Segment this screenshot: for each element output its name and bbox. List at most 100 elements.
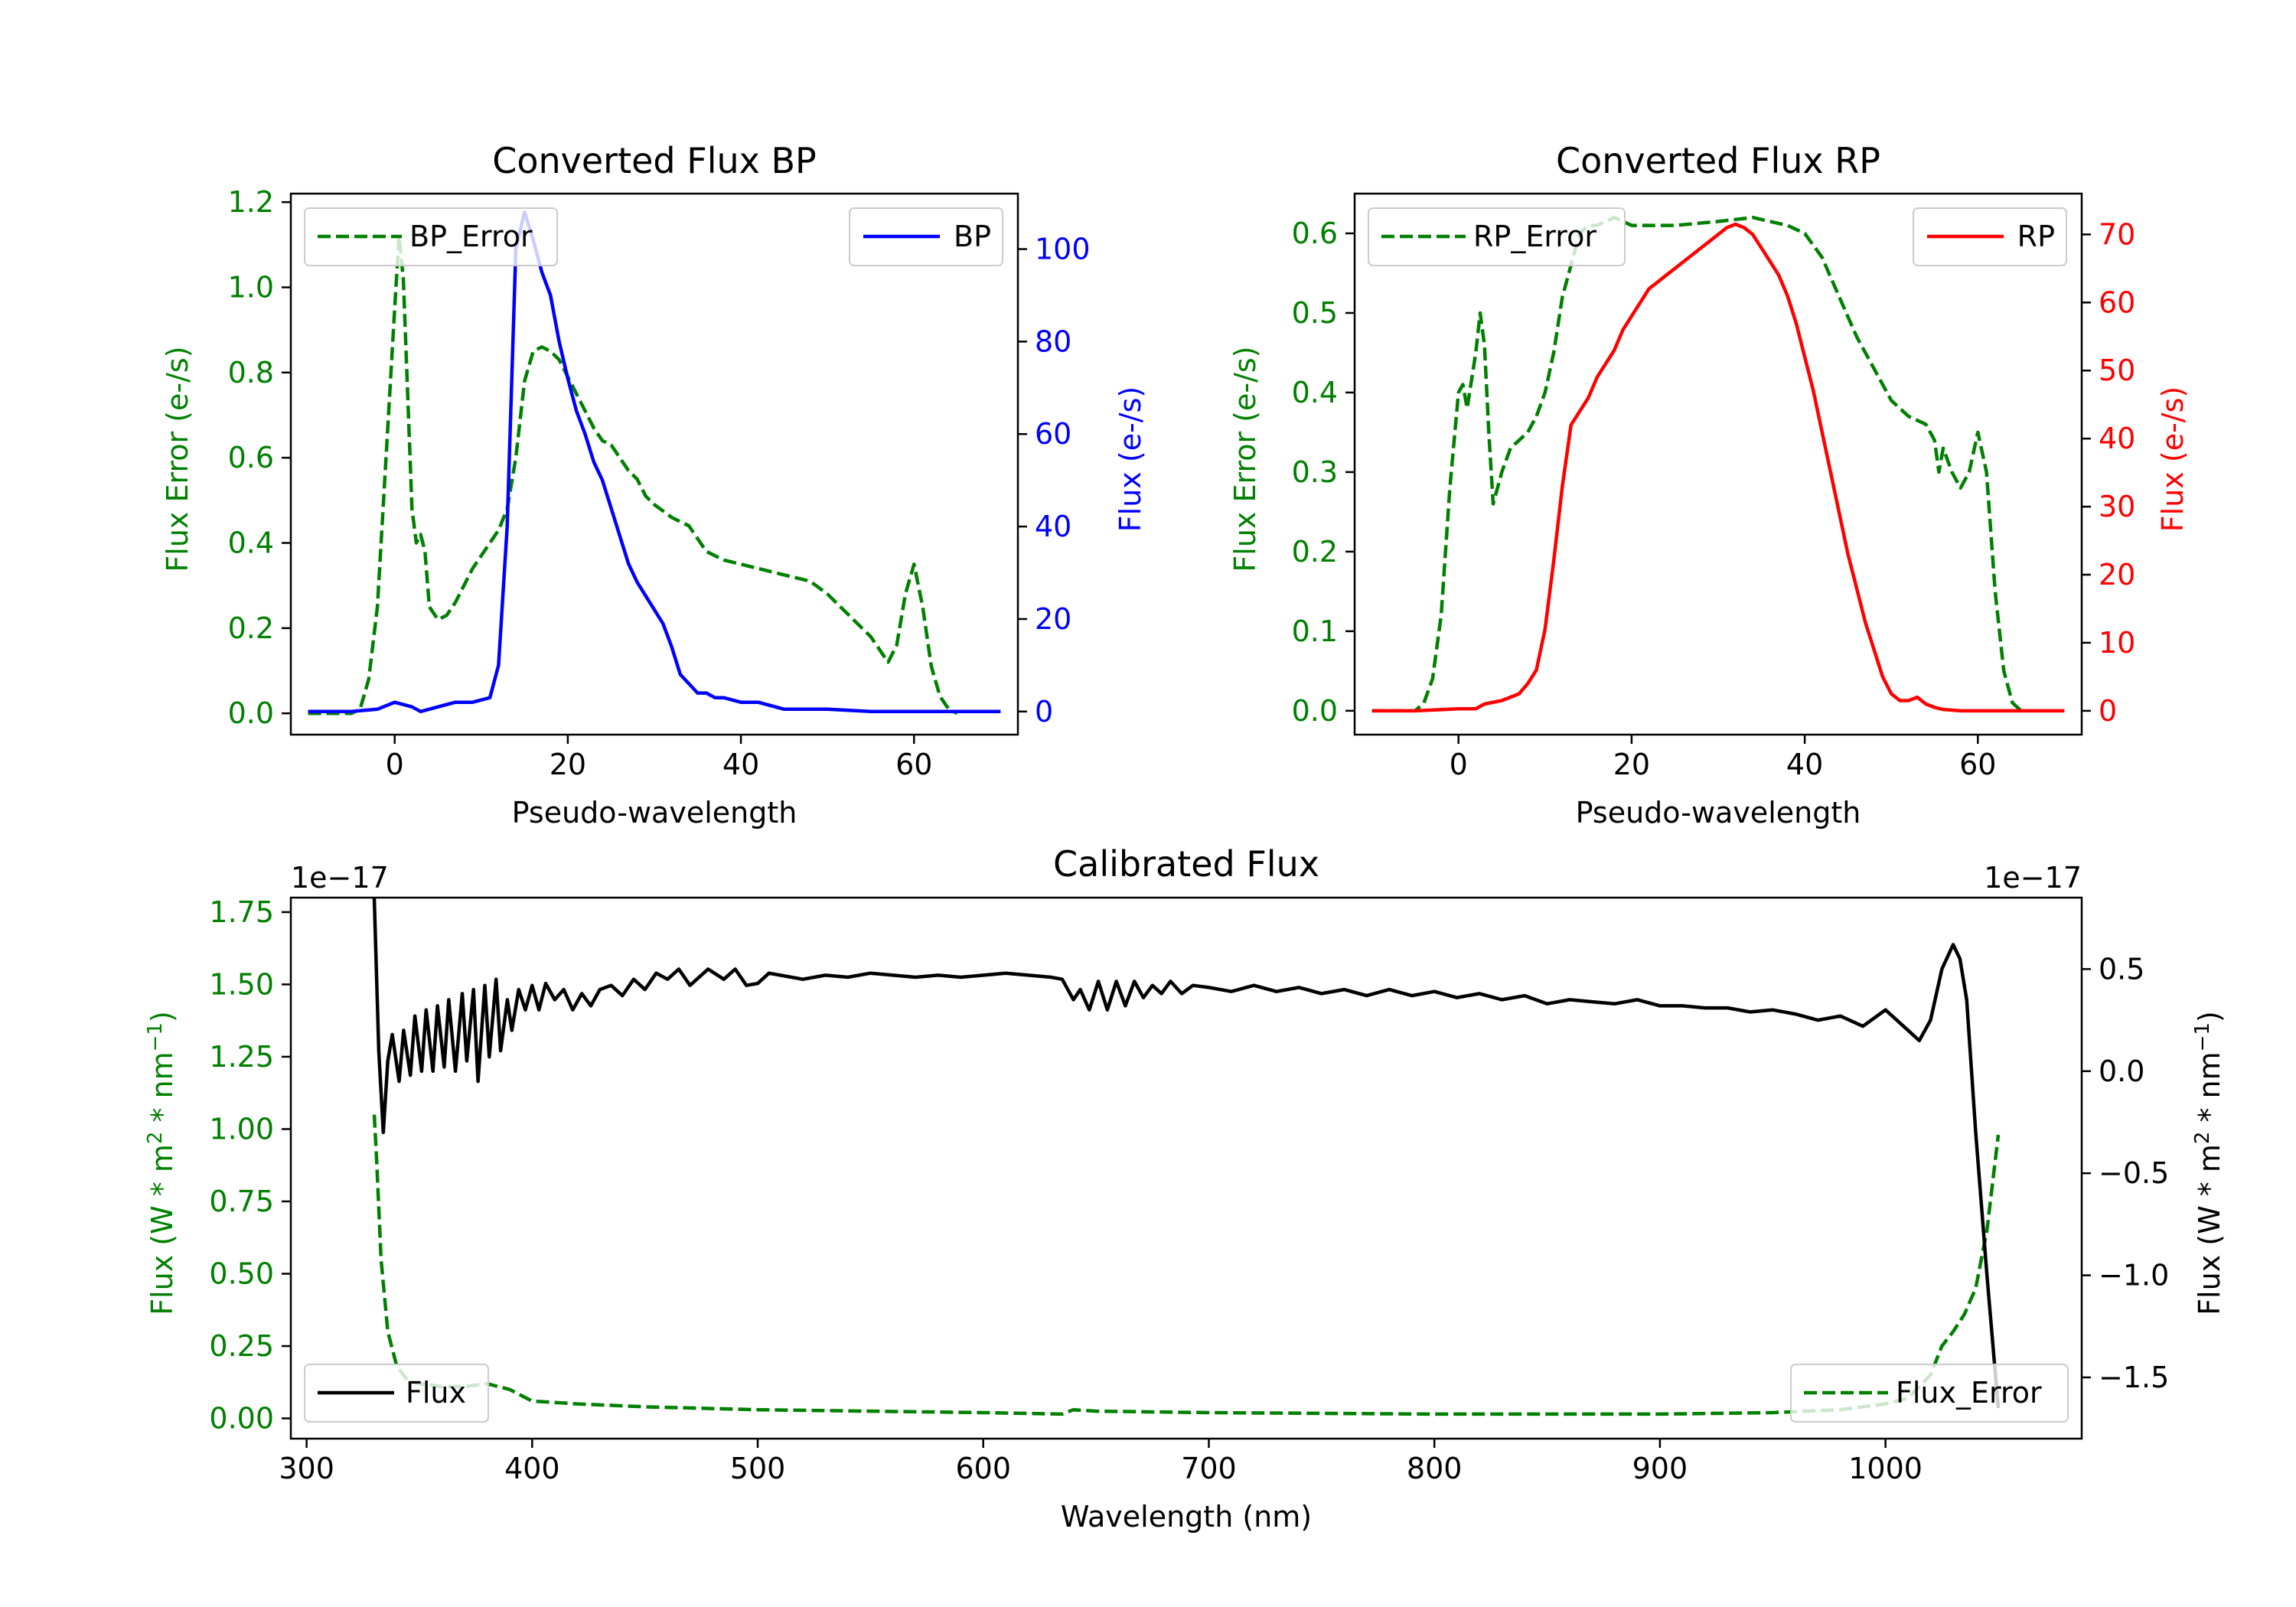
cal-right-ylabel: Flux (W * m2 * nm−1): [2191, 1011, 2226, 1315]
rp-right-tick-label: 10: [2099, 626, 2135, 660]
bp-right-tick-label: 40: [1035, 510, 1071, 543]
cal-x-tick-label: 400: [504, 1452, 560, 1485]
rp-x-tick-label: 20: [1613, 748, 1650, 781]
rp-frame: [1353, 192, 2083, 736]
cal-x-tick-label: 500: [730, 1452, 786, 1485]
rp-legend-rp-label: RP: [2017, 220, 2055, 253]
rp-right-tick-label: 30: [2099, 490, 2135, 523]
bp-right-tick-label: 20: [1035, 602, 1071, 636]
rp-legend-error-label: RP_Error: [1473, 220, 1596, 253]
rp-right-tick-label: 20: [2099, 558, 2135, 592]
bp-x-tick-label: 40: [722, 748, 759, 781]
cal-left-tick-label: 0.25: [209, 1329, 274, 1363]
bp-legend-error-label: BP_Error: [409, 220, 533, 253]
cal-x-tick-label: 1000: [1848, 1452, 1923, 1485]
rp-left-tick-label: 0.1: [1292, 614, 1338, 648]
rp-x-tick-label: 60: [1959, 748, 1996, 781]
bp-left-tick-label: 1.0: [228, 270, 274, 304]
cal-legend-flux: Flux: [304, 1364, 489, 1423]
cal-x-ticks: 300 400 500 600 700 800 900 1000: [279, 1439, 1923, 1485]
cal-x-tick-label: 600: [955, 1452, 1011, 1485]
rp-left-ylabel: Flux Error (e-/s): [1228, 346, 1262, 572]
rp-left-tick-label: 0.4: [1292, 376, 1338, 409]
rp-line-rp: [1371, 222, 2065, 713]
cal-right-multiplier: 1e−17: [1984, 861, 2082, 895]
bp-right-tick-label: 80: [1035, 324, 1071, 358]
cal-left-tick-label: 0.50: [209, 1257, 274, 1290]
cal-x-tick-label: 700: [1181, 1452, 1237, 1485]
rp-legend-error: RP_Error: [1368, 207, 1626, 266]
rp-x-tick-label: 40: [1786, 748, 1823, 781]
cal-x-tick-label: 900: [1632, 1452, 1688, 1485]
bp-legend-bp: BP: [849, 207, 1003, 266]
rp-right-tick-label: 70: [2099, 217, 2135, 251]
rp-left-tick-label: 0.6: [1292, 217, 1338, 250]
bp-right-tick-label: 0: [1035, 695, 1053, 729]
cal-frame: [289, 896, 2083, 1440]
bp-line-bp-error: [308, 234, 958, 715]
cal-right-tick-label: 0.5: [2099, 952, 2144, 986]
bp-line-bp: [308, 210, 1001, 714]
bp-panel: Converted Flux BP Pseudo-wavelength Flux…: [161, 140, 1147, 830]
bp-right-tick-label: 100: [1035, 233, 1091, 266]
rp-title: Converted Flux RP: [1556, 140, 1880, 181]
rp-left-tick-label: 0.0: [1292, 694, 1338, 728]
cal-left-tick-label: 1.25: [209, 1040, 274, 1074]
calibrated-panel: Calibrated Flux Wavelength (nm) 1e−17 1e…: [144, 843, 2226, 1534]
cal-right-ticks: −1.5 −1.0 −0.5 0.0 0.5: [2082, 952, 2169, 1394]
cal-legend-flux-label: Flux: [406, 1376, 466, 1410]
rp-x-tick-label: 0: [1450, 748, 1468, 781]
cal-left-ticks: 0.00 0.25 0.50 0.75 1.00 1.25 1.50 1.75: [209, 895, 291, 1436]
cal-title: Calibrated Flux: [1053, 843, 1319, 885]
bp-xlabel: Pseudo-wavelength: [512, 796, 797, 830]
bp-x-tick-label: 0: [386, 748, 404, 781]
cal-x-tick-label: 300: [279, 1452, 334, 1485]
bp-left-tick-label: 1.2: [228, 185, 274, 219]
bp-title: Converted Flux BP: [492, 140, 817, 181]
bp-right-tick-label: 60: [1035, 417, 1071, 451]
cal-left-tick-label: 0.00: [209, 1402, 274, 1436]
cal-xlabel: Wavelength (nm): [1061, 1500, 1312, 1534]
bp-x-tick-label: 60: [895, 748, 932, 781]
bp-legend-error: BP_Error: [304, 207, 558, 266]
cal-left-multiplier: 1e−17: [291, 861, 389, 895]
cal-right-tick-label: −1.0: [2099, 1259, 2169, 1292]
cal-legend-error: Flux_Error: [1790, 1364, 2069, 1423]
rp-left-tick-label: 0.2: [1292, 535, 1338, 569]
cal-right-tick-label: −0.5: [2099, 1156, 2169, 1190]
rp-left-tick-label: 0.5: [1292, 296, 1338, 330]
rp-x-ticks: 0 20 40 60: [1450, 735, 1996, 781]
rp-right-ylabel: Flux (e-/s): [2156, 386, 2190, 532]
bp-left-tick-label: 0.8: [228, 356, 274, 390]
bp-left-tick-label: 0.0: [228, 696, 274, 730]
rp-right-ticks: 0 10 20 30 40 50 60 70: [2082, 217, 2135, 728]
cal-legend-error-label: Flux_Error: [1896, 1376, 2042, 1410]
bp-frame: [289, 192, 1019, 736]
bp-left-ticks: 0.0 0.2 0.4 0.6 0.8 1.0 1.2: [228, 185, 291, 730]
rp-xlabel: Pseudo-wavelength: [1576, 796, 1861, 830]
bp-left-tick-label: 0.6: [228, 441, 274, 474]
bp-right-ylabel: Flux (e-/s): [1114, 386, 1147, 532]
bp-left-ylabel: Flux Error (e-/s): [161, 346, 194, 572]
bp-x-tick-label: 20: [550, 748, 586, 781]
bp-series: [308, 210, 1001, 715]
rp-right-tick-label: 40: [2099, 422, 2135, 455]
rp-legend-rp: RP: [1913, 207, 2067, 266]
cal-left-tick-label: 1.75: [209, 895, 274, 929]
bp-left-tick-label: 0.4: [228, 526, 274, 559]
cal-right-tick-label: 0.0: [2099, 1054, 2144, 1088]
rp-left-ticks: 0.0 0.1 0.2 0.3 0.4 0.5 0.6: [1292, 217, 1355, 728]
rp-right-tick-label: 50: [2099, 354, 2135, 387]
rp-right-tick-label: 60: [2099, 285, 2135, 319]
cal-line-flux: [372, 897, 2001, 1409]
cal-left-tick-label: 1.00: [209, 1112, 274, 1146]
bp-x-ticks: 0 20 40 60: [386, 735, 932, 781]
rp-left-tick-label: 0.3: [1292, 455, 1338, 489]
cal-right-tick-label: −1.5: [2099, 1361, 2169, 1394]
rp-right-tick-label: 0: [2099, 694, 2117, 728]
cal-x-tick-label: 800: [1407, 1452, 1463, 1485]
bp-left-tick-label: 0.2: [228, 611, 274, 645]
cal-left-tick-label: 1.50: [209, 967, 274, 1001]
cal-left-ylabel: Flux (W * m2 * nm−1): [144, 1011, 179, 1315]
